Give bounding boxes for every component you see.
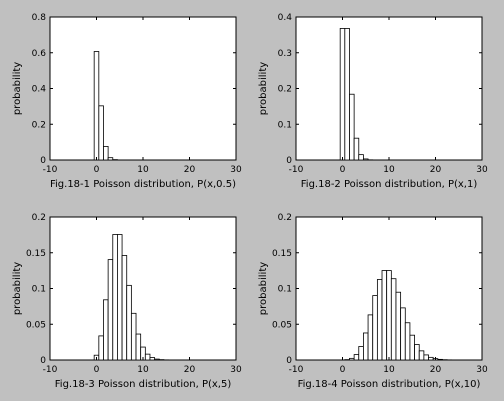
bar-x21	[437, 358, 443, 361]
plot-area	[49, 16, 237, 161]
y-tick-label: 0.2	[32, 213, 46, 223]
chart-panel-3: -10 0 10 20 3000.050.10.150.2probabilityFig.…	[12, 213, 242, 390]
bar-x3	[353, 354, 360, 361]
x-tick-label: 0	[94, 365, 100, 375]
bar-x1	[98, 105, 104, 161]
bar-x13	[400, 307, 406, 361]
bar-x5	[363, 158, 369, 161]
x-tick-label: 10	[137, 165, 149, 175]
y-tick-label: 0.6	[32, 49, 47, 59]
bar-x17	[418, 350, 425, 361]
bar-x15	[409, 334, 415, 361]
bar-x19	[428, 356, 434, 361]
x-tick-label: 30	[230, 365, 242, 375]
x-tick-label: 0	[340, 165, 346, 175]
x-tick-label: -10	[43, 165, 58, 175]
bar-x11	[390, 278, 397, 361]
bar-x9	[135, 333, 142, 361]
x-tick-label: 20	[430, 165, 442, 175]
x-tick-label: 0	[94, 165, 100, 175]
y-tick-label: 0.1	[278, 120, 292, 130]
bar-x7	[372, 295, 378, 361]
x-tick-label: -10	[289, 365, 304, 375]
y-tick-label: 0.2	[278, 85, 292, 95]
chart-panel-4: -10 0 10 20 3000.050.10.150.2probabilityFig.…	[258, 213, 488, 390]
chart-panel-2: -10 0 10 20 3000.10.20.30.4probabilityFig.18…	[258, 13, 488, 190]
bar-x2	[349, 93, 355, 161]
x-tick-label: 10	[137, 365, 149, 375]
y-axis-label: probability	[258, 262, 269, 315]
y-tick-label: 0.1	[278, 285, 292, 295]
bar-x1	[98, 335, 104, 361]
y-tick-label: 0.05	[26, 320, 46, 330]
bar-x2	[103, 299, 109, 361]
bar-x18	[423, 354, 429, 361]
bar-x8	[376, 279, 383, 361]
x-tick-label: -10	[43, 365, 58, 375]
bar-x7	[126, 284, 132, 361]
chart-panel-1: -10 0 10 20 3000.20.40.60.8probabilityFig.18…	[12, 13, 242, 190]
y-tick-label: 0.4	[32, 85, 47, 95]
bar-x11	[144, 353, 151, 361]
bar-x9	[381, 270, 388, 361]
y-tick-label: 0	[286, 356, 292, 366]
y-tick-label: 0.8	[32, 13, 47, 23]
y-tick-label: 0.2	[32, 120, 46, 130]
y-tick-label: 0.1	[32, 285, 46, 295]
bar-x8	[130, 312, 137, 361]
bar-x10	[386, 270, 392, 361]
bar-x0	[93, 51, 100, 161]
x-tick-label: 30	[476, 165, 488, 175]
chart-caption: Fig.18-2 Poisson distribution, P(x,1)	[301, 179, 478, 190]
x-tick-label: 30	[476, 365, 488, 375]
plot-area	[295, 16, 483, 161]
y-tick-label: 0.15	[26, 249, 46, 259]
bar-x4	[358, 346, 364, 361]
bar-x13	[154, 358, 160, 361]
panels: -10 0 10 20 3000.20.40.60.8probabilityFig.18…	[12, 13, 488, 390]
bar-x4	[358, 154, 364, 161]
chart-caption: Fig.18-3 Poisson distribution, P(x,5)	[55, 379, 232, 390]
y-tick-label: 0	[40, 156, 46, 166]
bar-x3	[353, 137, 360, 161]
bar-x3	[107, 259, 114, 361]
y-tick-label: 0.2	[278, 213, 292, 223]
bar-x2	[349, 357, 355, 361]
x-tick-label: 10	[383, 165, 395, 175]
y-tick-label: 0.4	[278, 13, 293, 23]
bar-x1	[344, 28, 350, 161]
y-axis-label: probability	[12, 62, 23, 115]
x-tick-label: -10	[289, 165, 304, 175]
chart-caption: Fig.18-1 Poisson distribution, P(x,0.5)	[50, 179, 236, 190]
x-tick-label: 20	[184, 365, 196, 375]
bar-x6	[367, 314, 374, 361]
bar-x5	[117, 234, 123, 361]
y-tick-label: 0.15	[272, 249, 292, 259]
x-tick-label: 20	[430, 365, 442, 375]
bar-x4	[112, 234, 118, 361]
chart-caption: Fig.18-4 Poisson distribution, P(x,10)	[298, 379, 481, 390]
x-tick-label: 30	[230, 165, 242, 175]
bar-x12	[149, 357, 156, 361]
x-tick-label: 20	[184, 165, 196, 175]
x-tick-label: 0	[340, 365, 346, 375]
x-tick-label: 10	[383, 365, 395, 375]
y-tick-label: 0	[40, 356, 46, 366]
bar-x16	[414, 344, 420, 361]
y-tick-label: 0	[286, 156, 292, 166]
y-axis-label: probability	[258, 62, 269, 115]
y-tick-label: 0.05	[272, 320, 292, 330]
bar-x2	[103, 146, 109, 161]
bar-x6	[121, 255, 128, 361]
bar-x3	[107, 157, 114, 161]
bar-x5	[363, 332, 369, 361]
plot-area	[49, 216, 237, 361]
bar-x0	[339, 28, 346, 161]
y-tick-label: 0.3	[278, 49, 292, 59]
bar-x12	[395, 291, 402, 361]
y-axis-label: probability	[12, 262, 23, 315]
bar-x14	[404, 322, 411, 361]
